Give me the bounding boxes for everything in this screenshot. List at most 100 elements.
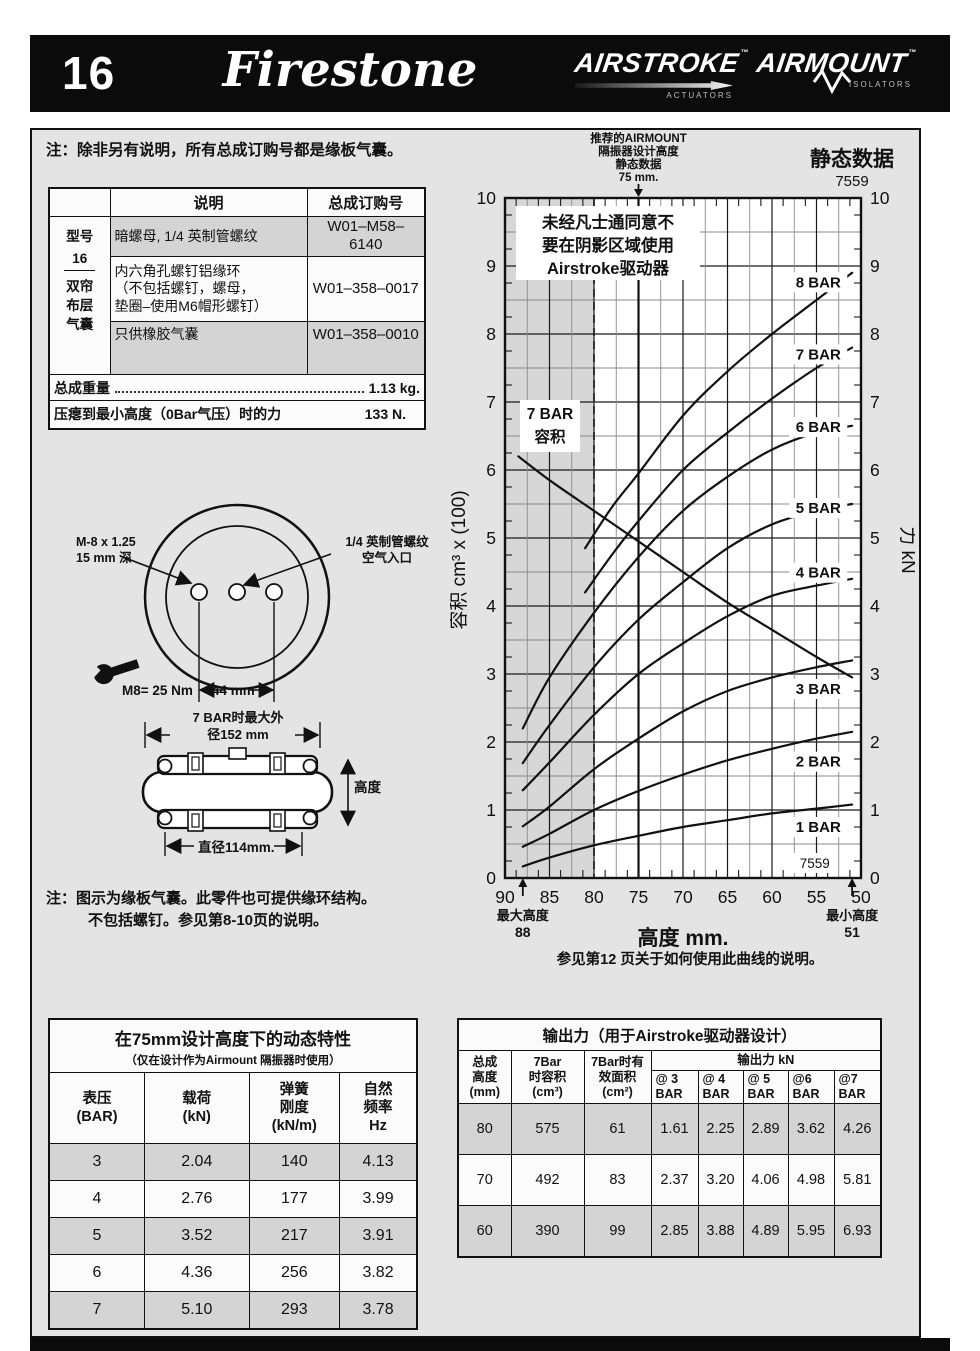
order-row-desc: 只供橡胶气囊 [109,321,308,375]
curve-label-box [789,272,848,293]
table-cell: 7 [48,1291,145,1330]
y-axis-tick-left: 2 [486,732,496,752]
table-cell: 4.06 [742,1154,789,1206]
table-cell: 3.62 [787,1103,835,1155]
min-height-value: 51 [844,924,860,940]
model-number: 16 [64,251,96,272]
volume-curve-label: 7 BAR [527,406,574,423]
table-cell: 4.26 [833,1103,882,1155]
bolt-spacing-label: 44 mm [212,683,255,698]
curve-label: 8 BAR [796,274,841,291]
table-cell: 6.93 [833,1205,882,1258]
order-table-header-desc: 说明 [109,187,308,217]
design-annotation: 推荐的AIRMOUNT [590,131,686,145]
x-axis-tick: 70 [673,887,693,907]
table-cell: 217 [248,1217,341,1255]
order-row-desc: 内六角孔螺钉铝缘环 （不包括螺钉，螺母， 垫圈–使用M6帽形螺钉） [109,256,308,322]
table-cell: 3.20 [697,1154,744,1206]
table-cell: 4.89 [742,1205,789,1258]
warning-text: 未经凡士通同意不 [542,212,675,232]
curve-label: 5 BAR [796,500,841,517]
column-header: @7 BAR [833,1070,882,1104]
height-marker-arrow [518,878,528,887]
dotted-leader [115,380,364,393]
y-axis-tick-right: 7 [870,392,880,412]
torque-label: M8= 25 Nm [122,683,193,698]
curve-label-box [789,817,848,837]
order-row-part: W01–358–0010 [306,321,426,375]
curve-label-box [791,853,838,874]
table-row: 3 2.04 140 4.13 [48,1143,418,1181]
y-axis-tick-right: 10 [870,188,890,208]
table-cell: 2.25 [697,1103,744,1155]
curve-label-box [789,751,848,772]
curve-label-box [789,678,848,699]
column-header: 7Bar 时容积 (cm³) [510,1050,585,1104]
diameter-label: 直径114mm. [198,840,275,855]
table-cell: 3.88 [697,1205,744,1258]
plot-border [503,196,863,880]
design-annotation: 75 mm. [619,172,659,184]
dynamic-characteristics-table: 在75mm设计高度下的动态特性 （仅在设计作为Airmount 隔振器时使用） … [48,1018,418,1330]
table-cell: 492 [510,1154,585,1206]
max-height-value: 88 [515,924,531,940]
design-annotation: 隔振器设计高度 [598,144,679,158]
table-cell: 3.82 [339,1254,418,1292]
span-header: 输出力 kN [650,1050,882,1071]
order-row-part: W01–358–0017 [306,256,426,322]
design-annotation-arrow [634,189,643,197]
height-label: 高度 [352,779,383,797]
table-row: 60 390 99 2.85 3.88 4.89 5.95 6.93 [457,1205,882,1258]
header-bar [30,35,950,112]
x-axis-tick: 50 [851,887,871,907]
y-axis-tick-right: 1 [870,800,880,820]
column-header: 表压 (BAR) [48,1072,145,1144]
airmount-logo: AIRMOUNT™ ISOLATORS [755,48,917,94]
curve-7-bar [584,346,854,594]
curve-7-bar-容积 [517,455,854,679]
bolt-thread-label: M-8 x 1.25 15 mm 深 [76,535,136,566]
table-cell: 3.52 [144,1217,250,1255]
column-header: @ 3 BAR [650,1070,699,1104]
curve-label: 6 BAR [796,419,841,436]
bolt-leader-line [119,555,193,586]
x-axis-tick: 75 [629,887,648,907]
table-cell: 2.37 [650,1154,699,1206]
y-axis-title-right: 力 kN [897,526,915,574]
table-cell: 4.13 [339,1143,418,1181]
min-height-label: 最小高度 [826,908,879,923]
table-row: 4 2.76 177 3.99 [48,1180,418,1218]
drawing-note-line1: 注：图示为缘板气囊。此零件也可提供缘环结构。 [46,890,377,907]
collapse-force-row: 压瘪到最小高度（0Bar气压）时的力 133 N. [48,400,426,429]
table-cell: 99 [583,1205,652,1258]
y-axis-tick-right: 4 [870,596,880,616]
y-axis-tick-left: 7 [486,392,496,412]
table-cell: 4 [48,1180,145,1218]
assembly-weight-label: 总成重量 [54,379,110,396]
inlet-leader-line [242,553,332,588]
x-axis-title: 高度 mm. [637,926,728,950]
x-axis-tick: 65 [718,887,737,907]
table-cell: 5.81 [833,1154,882,1206]
model-type-3: 气囊 [66,317,94,332]
y-axis-tick-left: 9 [486,256,496,276]
model-type-2: 布层 [66,298,94,314]
column-header: @ 4 BAR [697,1070,744,1104]
assembly-weight-row: 总成重量 1.13 kg. [48,374,426,401]
table-row: 80 575 61 1.61 2.25 2.89 3.62 4.26 [457,1103,882,1155]
curve-4-bar [521,577,854,792]
table-cell: 256 [248,1254,341,1292]
bolt-hole-left [190,583,208,601]
table-cell: 3.99 [339,1180,418,1218]
table-cell: 70 [457,1154,512,1206]
output-force-table: 输出力（用于Airstroke驱动器设计） 总成 高度 (mm) 7Bar 时容… [457,1018,883,1258]
curve-label-box [789,498,848,519]
table-cell: 1.61 [650,1103,699,1155]
max-od-label: 7 BAR时最大外 径152 mm [192,710,284,742]
bolt-hole-right [265,583,283,601]
curve-label: 7 BAR [796,346,841,363]
table-row: 7 5.10 293 3.78 [48,1291,418,1330]
chart-figure-number: 7559 [835,173,868,190]
curve-1-bar [521,803,854,868]
